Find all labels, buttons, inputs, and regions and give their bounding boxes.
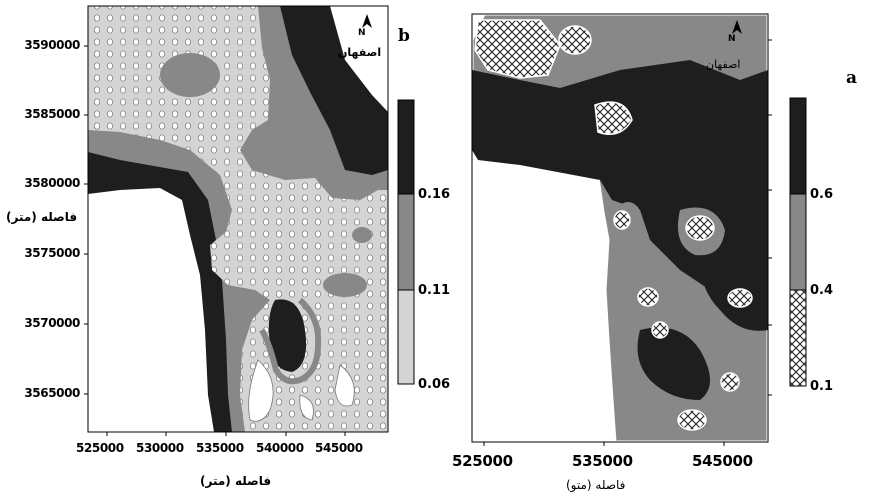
panel-a-frame bbox=[471, 13, 769, 443]
x-tick-label: 535000 bbox=[196, 441, 244, 455]
panel-a-map bbox=[472, 14, 768, 442]
x-tick-label: 530000 bbox=[136, 441, 184, 455]
panel-b-yticks bbox=[84, 45, 88, 395]
x-tick-label: 525000 bbox=[76, 441, 124, 455]
x-tick-label: 545000 bbox=[315, 441, 363, 455]
zone-low-b bbox=[88, 6, 388, 432]
legend-label-b: 0.06 bbox=[418, 377, 451, 392]
x-axis-title-b: فاصله (متر) bbox=[200, 474, 272, 488]
y-tick-label: 3575000 bbox=[24, 246, 80, 260]
north-arrow-b bbox=[362, 14, 372, 28]
y-tick-label: 3585000 bbox=[24, 107, 80, 121]
panel-a-xticks bbox=[483, 442, 725, 446]
y-tick-label: 3570000 bbox=[24, 316, 80, 330]
north-label-a: N bbox=[728, 34, 736, 44]
x-axis-title-a: فاصله (متو) bbox=[566, 478, 626, 492]
legend-label-a: 0.6 bbox=[810, 187, 834, 202]
legend-label-b: 0.11 bbox=[418, 283, 451, 298]
panel-label-a: a bbox=[846, 68, 858, 88]
legend-label-a: 0.1 bbox=[810, 379, 834, 394]
panel-label-b: b bbox=[398, 26, 410, 46]
x-tick-label: 525000 bbox=[452, 452, 513, 470]
north-label-b: N bbox=[358, 28, 366, 38]
panel-b-map bbox=[88, 6, 388, 432]
x-tick-label: 540000 bbox=[256, 441, 304, 455]
legend-label-a: 0.4 bbox=[810, 283, 834, 298]
x-tick-label: 545000 bbox=[692, 452, 753, 470]
legend-label-b: 0.16 bbox=[418, 187, 451, 202]
city-label-b: اصفهان bbox=[338, 46, 382, 59]
y-tick-label: 3590000 bbox=[24, 38, 80, 52]
x-tick-label: 535000 bbox=[572, 452, 633, 470]
y-tick-label: 3580000 bbox=[24, 176, 80, 190]
north-arrow-a bbox=[732, 20, 742, 34]
city-label-a: اصفهان bbox=[706, 58, 741, 71]
panel-b-xticks bbox=[106, 432, 346, 436]
y-tick-label: 3565000 bbox=[24, 386, 80, 400]
panel-a-legend bbox=[789, 97, 807, 387]
y-axis-title-b: فاصله (متر) bbox=[6, 210, 78, 224]
panel-b-frame bbox=[87, 5, 389, 433]
panel-b-legend bbox=[397, 99, 415, 385]
